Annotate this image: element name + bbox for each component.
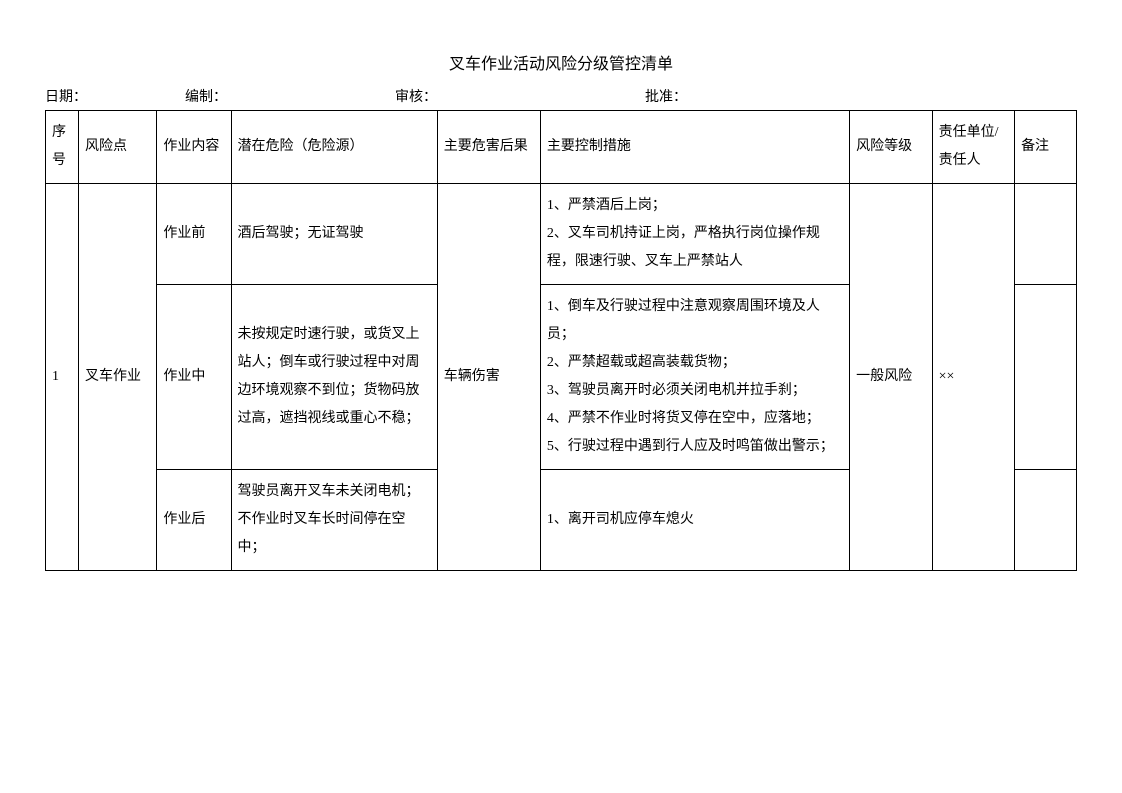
cell-work-content: 作业后 bbox=[157, 470, 231, 571]
header-risk-point: 风险点 bbox=[78, 111, 156, 184]
meta-editor-label: 编制： bbox=[185, 86, 395, 106]
header-remark: 备注 bbox=[1015, 111, 1077, 184]
header-consequence: 主要危害后果 bbox=[437, 111, 540, 184]
table-row: 1 叉车作业 作业前 酒后驾驶；无证驾驶 车辆伤害 1、严禁酒后上岗；2、叉车司… bbox=[46, 184, 1077, 285]
cell-remark bbox=[1015, 184, 1077, 285]
cell-work-content: 作业前 bbox=[157, 184, 231, 285]
cell-work-content: 作业中 bbox=[157, 285, 231, 470]
cell-risk-point: 叉车作业 bbox=[78, 184, 156, 571]
table-header-row: 序号 风险点 作业内容 潜在危险（危险源） 主要危害后果 主要控制措施 风险等级… bbox=[46, 111, 1077, 184]
meta-row: 日期： 编制： 审核： 批准： bbox=[45, 86, 1077, 106]
page-title: 叉车作业活动风险分级管控清单 bbox=[45, 50, 1077, 74]
cell-remark bbox=[1015, 285, 1077, 470]
cell-consequence: 车辆伤害 bbox=[437, 184, 540, 571]
cell-control: 1、严禁酒后上岗；2、叉车司机持证上岗，严格执行岗位操作规程，限速行驶、叉车上严… bbox=[540, 184, 849, 285]
meta-approver-label: 批准： bbox=[645, 86, 845, 106]
meta-reviewer-label: 审核： bbox=[395, 86, 645, 106]
meta-date-label: 日期： bbox=[45, 86, 185, 106]
risk-table: 序号 风险点 作业内容 潜在危险（危险源） 主要危害后果 主要控制措施 风险等级… bbox=[45, 110, 1077, 571]
header-control: 主要控制措施 bbox=[540, 111, 849, 184]
cell-seq: 1 bbox=[46, 184, 79, 571]
cell-hazard: 驾驶员离开叉车未关闭电机；不作业时叉车长时间停在空中； bbox=[231, 470, 437, 571]
cell-hazard: 酒后驾驶；无证驾驶 bbox=[231, 184, 437, 285]
cell-hazard: 未按规定时速行驶，或货叉上站人；倒车或行驶过程中对周边环境观察不到位；货物码放过… bbox=[231, 285, 437, 470]
header-hazard: 潜在危险（危险源） bbox=[231, 111, 437, 184]
cell-risk-level: 一般风险 bbox=[850, 184, 932, 571]
header-seq: 序号 bbox=[46, 111, 79, 184]
cell-remark bbox=[1015, 470, 1077, 571]
cell-control: 1、离开司机应停车熄火 bbox=[540, 470, 849, 571]
cell-control: 1、倒车及行驶过程中注意观察周围环境及人员；2、严禁超载或超高装载货物；3、驾驶… bbox=[540, 285, 849, 470]
header-responsible: 责任单位/责任人 bbox=[932, 111, 1014, 184]
cell-responsible: ×× bbox=[932, 184, 1014, 571]
header-risk-level: 风险等级 bbox=[850, 111, 932, 184]
header-work-content: 作业内容 bbox=[157, 111, 231, 184]
